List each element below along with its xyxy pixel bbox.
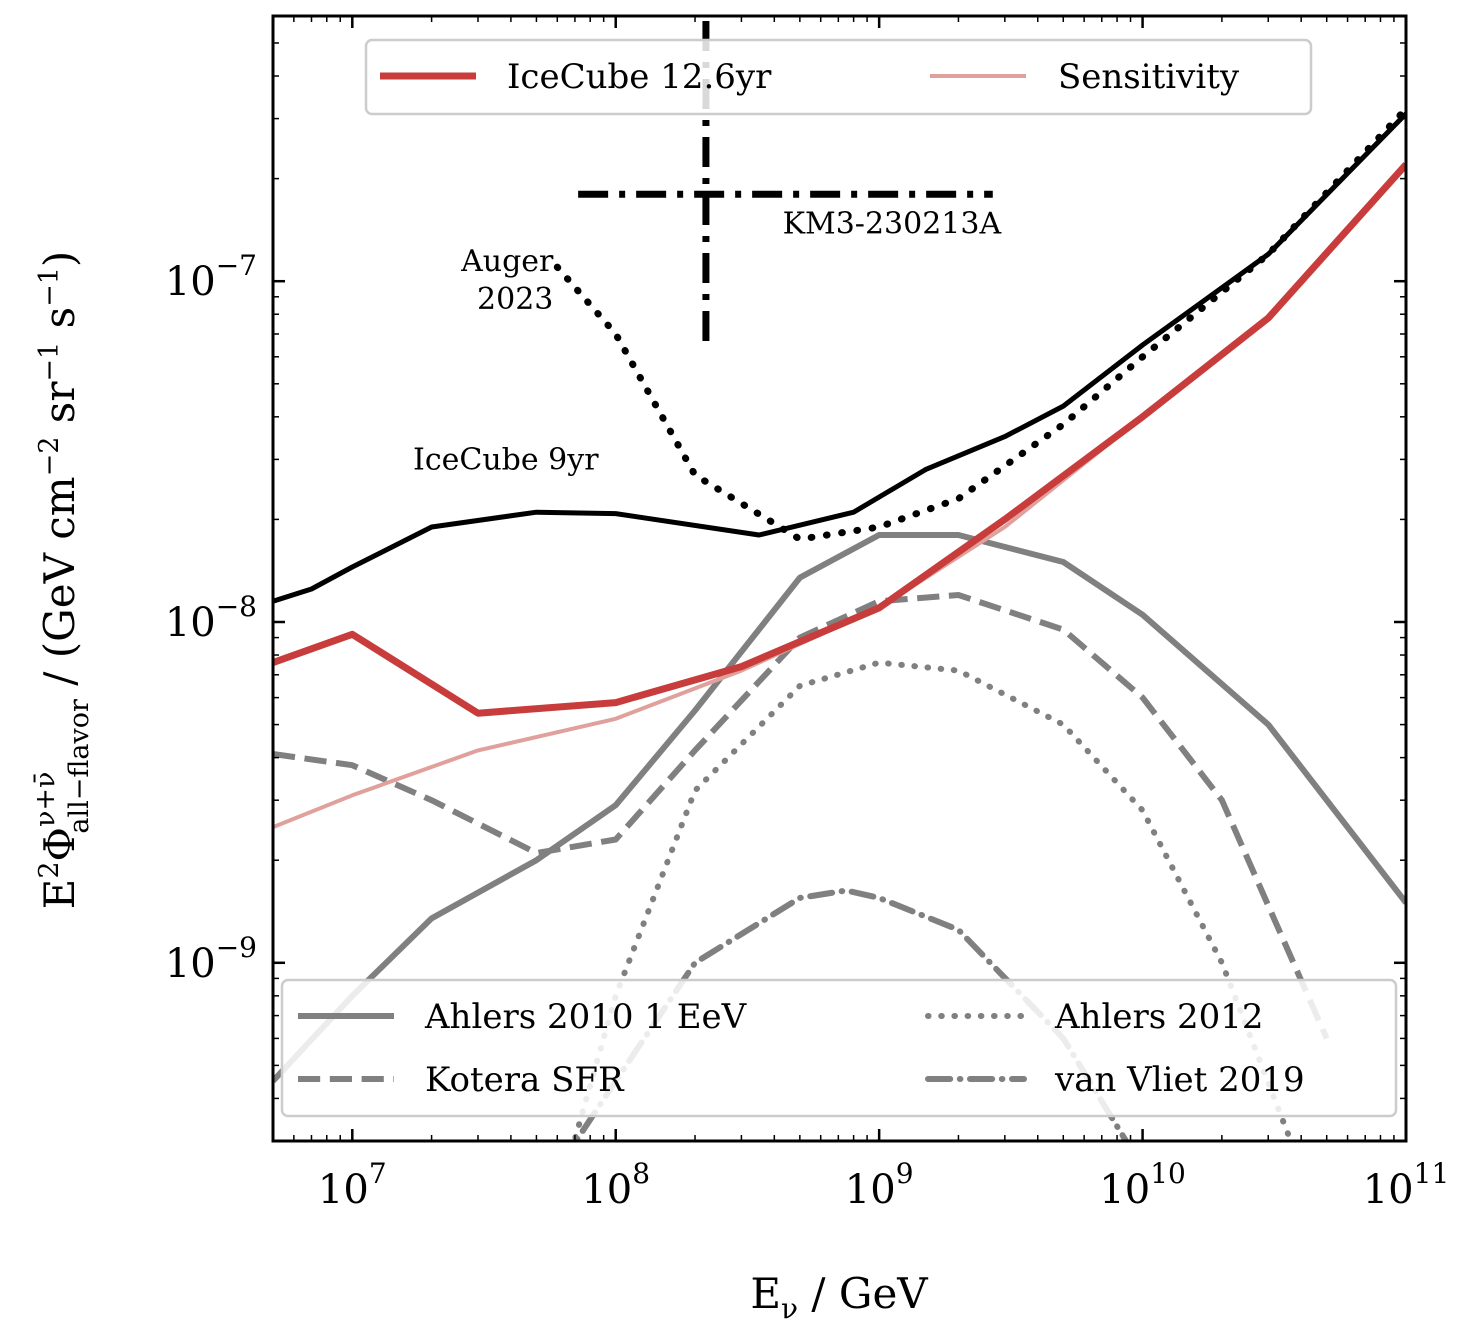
x-tick-label: 107 [318,1157,387,1213]
legends: IceCube 12.6yr Sensitivity Ahlers 2010 1 E… [280,38,1398,1118]
legend-label: Ahlers 2012 [1054,997,1263,1037]
legend-entry-ahlers-2012: Ahlers 2012 [925,997,1263,1037]
legend-entry-kotera-sfr: Kotera SFR [298,1060,625,1100]
y-tick-label: 10−8 [165,590,257,646]
x-tick-label: 109 [845,1157,914,1213]
series-kotera-sfr [273,592,1330,1040]
legend-label: van Vliet 2019 [1054,1060,1305,1100]
legend-label: Sensitivity [1058,57,1240,97]
x-tick-label: 1010 [1099,1157,1186,1213]
annotation-km3-230213a: KM3-230213A [783,207,1002,242]
annotation-auger: Auger [460,244,554,279]
legend-entry-ahlers-2010-1-eev: Ahlers 2010 1 EeV [298,997,748,1037]
legend-entry-sensitivity: Sensitivity [930,57,1240,97]
y-tick-label: 10−9 [165,931,257,987]
legend-top [364,38,1313,116]
series-auger-2023 [553,105,1406,543]
annotation-icecube-9yr: IceCube 9yr [413,443,599,478]
y-axis-title: E2Φν+ν̄ all−flavor / (GeV cm−2 sr−1 s−1) [30,251,95,910]
legend-entry-van-vliet-2019: van Vliet 2019 [925,1060,1305,1100]
x-tick-label: 1011 [1363,1157,1450,1213]
y-tick-label: 10−7 [165,249,257,305]
legend-label: Ahlers 2010 1 EeV [424,997,748,1037]
errorbar-km3-230213a [578,21,993,352]
plot-frame [271,14,1408,1143]
x-axis-title: Eν / GeV [750,1269,928,1325]
legend-entry-icecube-12-6yr: IceCube 12.6yr [380,57,772,97]
series-ahlers-2010-1-eev [273,532,1406,1084]
legend-label: IceCube 12.6yr [507,57,772,97]
axis-ticks: 107 108 109 1010 1011 10−9 10−8 10−7 [165,15,1450,1213]
series-icecube-12-6yr [273,162,1406,717]
annotation-2023: 2023 [477,282,553,317]
legend-bottom [280,978,1398,1118]
x-tick-label: 108 [581,1157,650,1213]
legend-label: Kotera SFR [425,1060,625,1100]
series-icecube-9yr [273,111,1406,604]
